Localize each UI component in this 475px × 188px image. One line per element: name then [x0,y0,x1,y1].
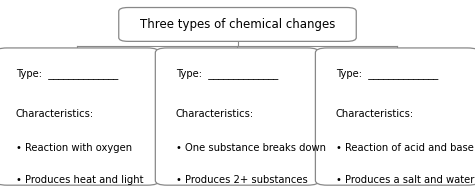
FancyBboxPatch shape [0,48,159,185]
Text: • Reaction of acid and base: • Reaction of acid and base [336,143,474,153]
Text: Type:  ______________: Type: ______________ [336,68,438,79]
Text: Characteristics:: Characteristics: [176,109,254,119]
Text: Characteristics:: Characteristics: [16,109,94,119]
FancyBboxPatch shape [155,48,319,185]
Text: Three types of chemical changes: Three types of chemical changes [140,18,335,31]
Text: Type:  ______________: Type: ______________ [16,68,118,79]
Text: • Reaction with oxygen: • Reaction with oxygen [16,143,132,153]
Text: Type:  ______________: Type: ______________ [176,68,278,79]
Text: Characteristics:: Characteristics: [336,109,414,119]
FancyBboxPatch shape [119,8,356,41]
Text: • One substance breaks down: • One substance breaks down [176,143,326,153]
Text: • Produces a salt and water: • Produces a salt and water [336,175,474,185]
Text: • Produces heat and light: • Produces heat and light [16,175,143,185]
FancyBboxPatch shape [315,48,475,185]
Text: • Produces 2+ substances: • Produces 2+ substances [176,175,307,185]
